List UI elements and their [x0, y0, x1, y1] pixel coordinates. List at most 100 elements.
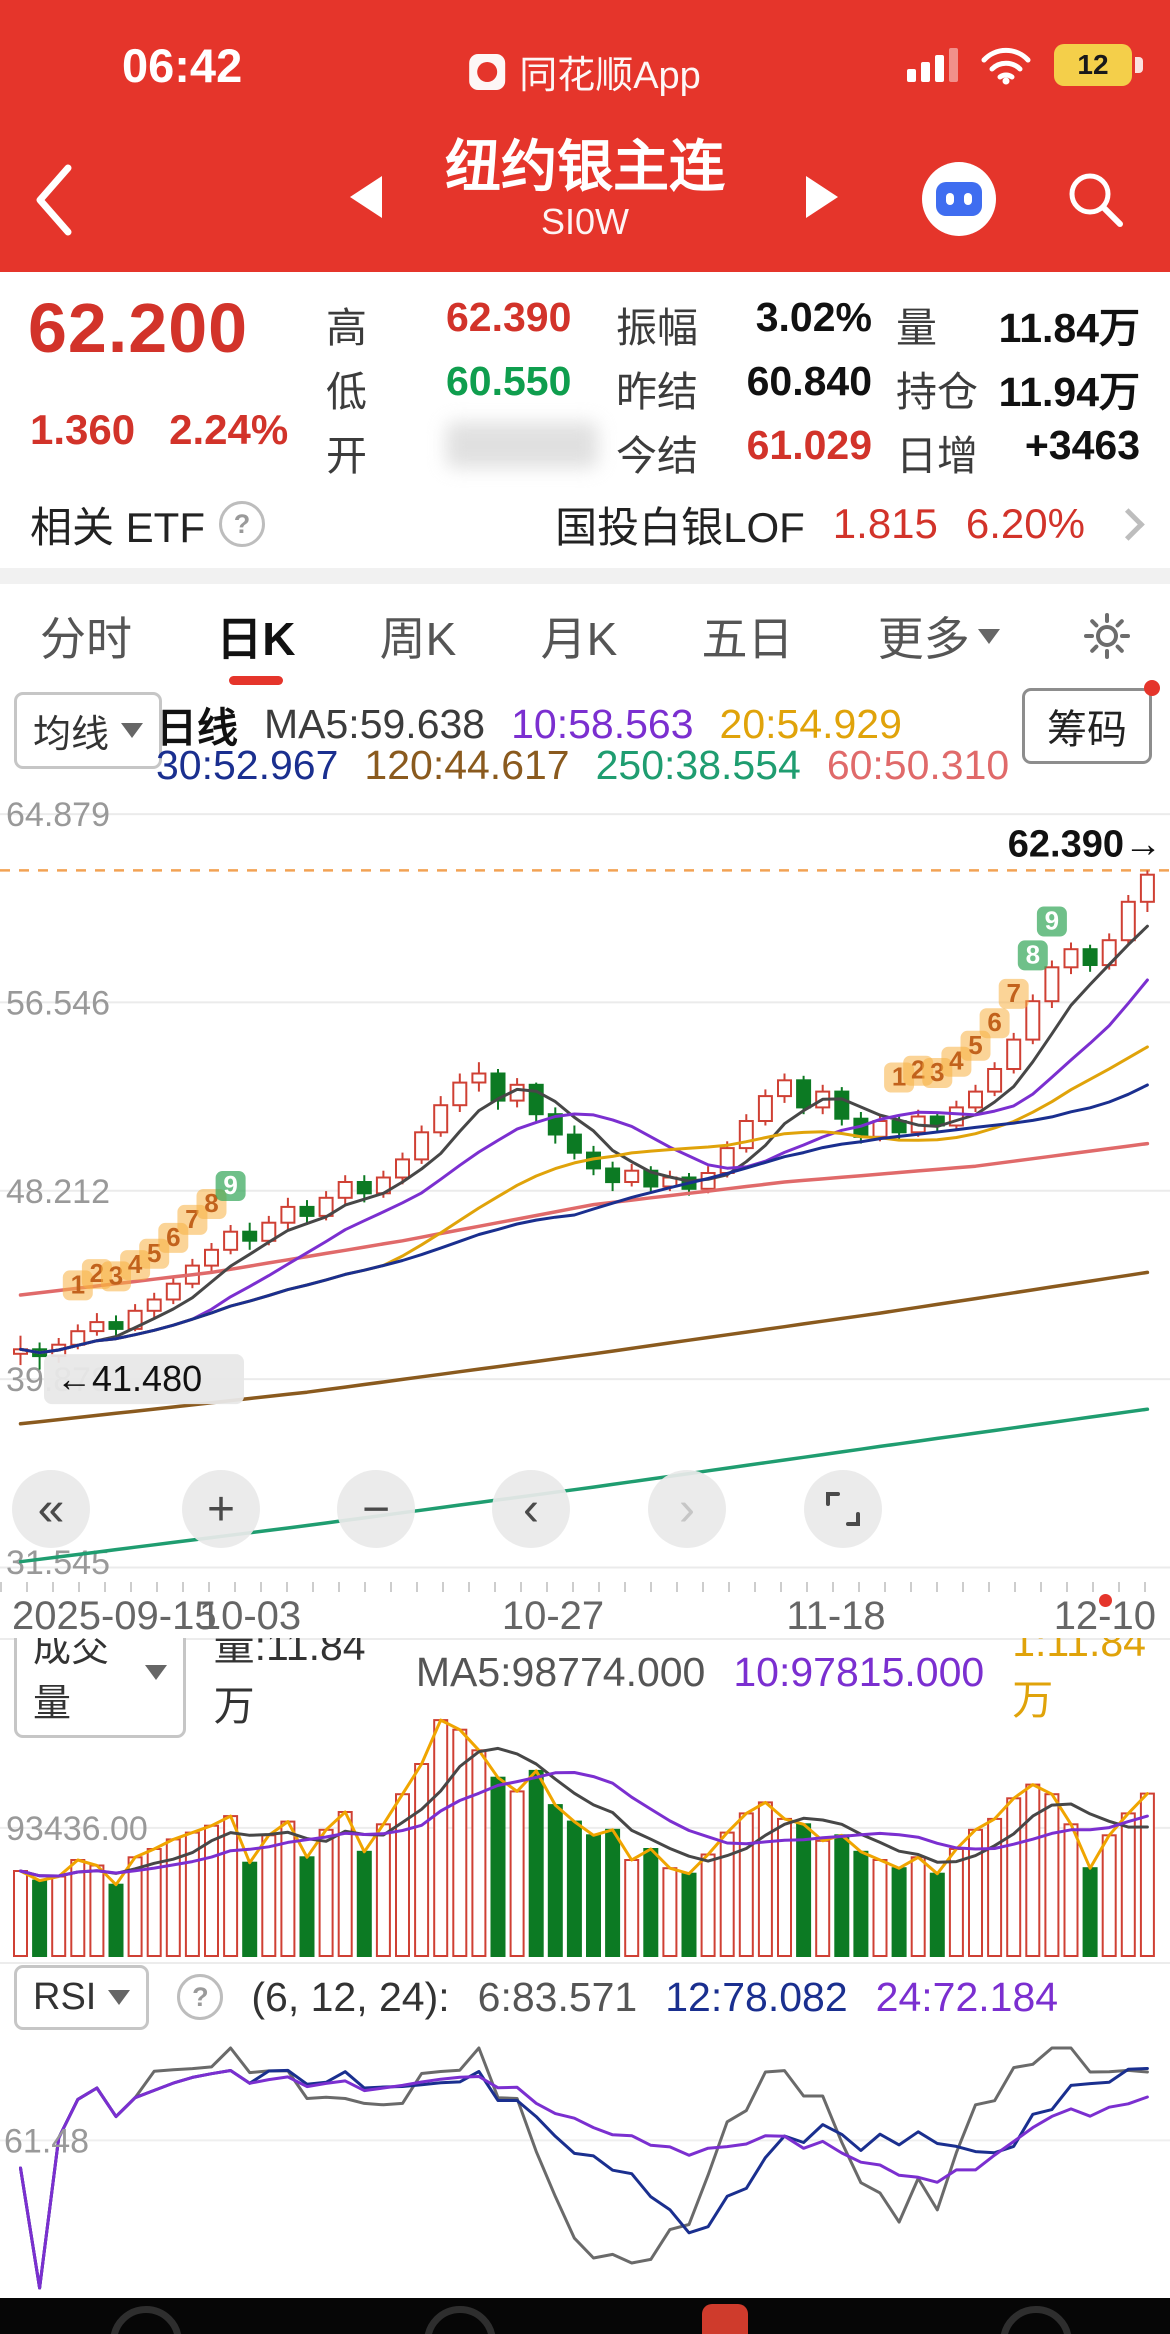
title-block: 纽约银主连 SI0W	[445, 134, 725, 244]
app-indicator[interactable]: 同花顺App	[469, 44, 701, 99]
tab-monthly-k[interactable]: 月K	[540, 613, 618, 665]
next-contract-button[interactable]	[806, 176, 838, 218]
search-icon[interactable]	[1062, 166, 1128, 232]
app-logo-icon	[469, 53, 506, 90]
oi-change-label: 日增	[896, 433, 978, 479]
volume-panel: 成交量 量:11.84万 MA5:98774.000 10:97815.000 …	[0, 1606, 1170, 1962]
svg-text:4: 4	[949, 1046, 964, 1076]
header: 纽约银主连 SI0W	[0, 126, 1170, 272]
svg-text:←41.480: ←41.480	[56, 1358, 202, 1399]
rsi-svg[interactable]: 61.48	[0, 2030, 1170, 2298]
ma20-legend: 20:54.929	[719, 700, 902, 747]
rsi-dropdown-button[interactable]: RSI	[14, 1964, 150, 2030]
svg-text:7: 7	[185, 1204, 199, 1234]
chevron-down-icon	[121, 723, 144, 738]
bottom-app-bar	[0, 2298, 1170, 2334]
svg-text:3: 3	[109, 1260, 123, 1290]
pan-left-button[interactable]: ‹	[492, 1470, 570, 1548]
svg-text:93436.00: 93436.00	[6, 1810, 148, 1848]
etf-price: 1.815	[832, 500, 938, 547]
low-label: 低	[326, 369, 367, 415]
date-tick-3: 11-18	[786, 1594, 886, 1638]
settle-value: 61.029	[746, 422, 872, 468]
svg-text:6: 6	[987, 1007, 1001, 1037]
rsi-params: (6, 12, 24):	[251, 1973, 450, 2020]
svg-text:4: 4	[128, 1249, 143, 1279]
open-label: 开	[326, 433, 367, 479]
svg-text:8: 8	[204, 1188, 218, 1218]
tab-five-day[interactable]: 五日	[701, 613, 794, 665]
related-etf-label: 相关 ETF	[30, 503, 205, 551]
rsi-help-icon[interactable]: ?	[177, 1974, 224, 2020]
ma-legend-line2: 30:52.967 120:44.617 250:38.554 60:50.31…	[156, 742, 1009, 789]
period-label: 日线	[156, 705, 238, 751]
signal-icon	[907, 48, 958, 82]
volume-value: 11.84万	[998, 305, 1140, 351]
quote-panel: 62.200 1.360 2.24% 高 62.390 低 60.550 开 振…	[0, 272, 1170, 480]
assistant-robot-icon[interactable]	[922, 162, 996, 236]
chart-settings-gear-icon[interactable]	[1083, 613, 1130, 659]
svg-text:48.212: 48.212	[6, 1173, 110, 1211]
open-interest-value: 11.94万	[998, 369, 1140, 415]
chevron-down-icon	[108, 1989, 131, 2005]
svg-text:1: 1	[892, 1062, 906, 1092]
svg-text:8: 8	[1026, 939, 1040, 969]
bottom-bar-app-icon[interactable]	[702, 2304, 748, 2334]
zoom-in-button[interactable]: +	[182, 1470, 260, 1548]
back-button[interactable]	[30, 162, 78, 238]
chevron-down-icon	[144, 1664, 167, 1680]
high-label: 高	[326, 305, 367, 351]
status-icons: 12	[907, 44, 1143, 86]
ma60-legend: 60:50.310	[826, 742, 1010, 788]
app-indicator-label: 同花顺App	[519, 55, 701, 97]
prev-contract-button[interactable]	[350, 176, 382, 218]
svg-text:9: 9	[223, 1170, 237, 1200]
low-value: 60.550	[446, 358, 572, 404]
volume-label: 量	[896, 305, 937, 351]
svg-text:5: 5	[968, 1030, 982, 1060]
svg-text:2: 2	[911, 1055, 925, 1085]
volume-ma10: 10:97815.000	[733, 1648, 985, 1695]
fullscreen-button[interactable]	[804, 1470, 882, 1548]
date-tick-2: 10-27	[501, 1594, 605, 1638]
ma-dropdown-button[interactable]: 均线	[14, 692, 163, 769]
kline-chart-area[interactable]: 64.87956.54648.21239.87831.5451234567891…	[0, 782, 1170, 1582]
jump-start-button[interactable]: «	[12, 1470, 90, 1548]
oi-change-value: +3463	[1024, 422, 1140, 468]
tab-time-share[interactable]: 分时	[40, 613, 132, 665]
chevron-right-icon	[1112, 507, 1145, 541]
kline-svg[interactable]: 64.87956.54648.21239.87831.5451234567891…	[0, 782, 1170, 1582]
svg-text:6: 6	[166, 1222, 180, 1252]
high-value: 62.390	[446, 294, 572, 340]
rsi-legend: RSI ? (6, 12, 24): 6:83.571 12:78.082 24…	[0, 1964, 1170, 2030]
pan-right-button[interactable]: ›	[648, 1470, 726, 1548]
open-interest-label: 持仓	[896, 369, 978, 415]
svg-text:3: 3	[930, 1057, 944, 1087]
open-value-blurred	[446, 422, 598, 468]
tab-weekly-k[interactable]: 周K	[379, 613, 457, 665]
tab-more[interactable]: 更多	[878, 603, 1000, 669]
ma-legend-line1: 日线 MA5:59.638 10:58.563 20:54.929	[156, 694, 902, 754]
last-price: 62.200	[28, 289, 249, 367]
notification-dot	[1144, 680, 1160, 696]
fullscreen-icon	[826, 1492, 860, 1526]
svg-text:64.879: 64.879	[6, 796, 110, 834]
axis-ticks	[0, 1582, 1170, 1592]
zoom-out-button[interactable]: −	[337, 1470, 415, 1548]
related-etf-row[interactable]: 相关 ETF ? 国投白银LOF 1.815 6.20%	[0, 480, 1170, 568]
svg-text:7: 7	[1006, 978, 1020, 1008]
help-icon[interactable]: ?	[219, 501, 265, 547]
chip-distribution-button[interactable]: 筹码	[1022, 688, 1152, 764]
latest-session-dot	[1099, 1594, 1112, 1607]
ma10-legend: 10:58.563	[511, 700, 694, 747]
contract-code: SI0W	[540, 201, 629, 242]
change-value: 1.360	[30, 406, 136, 453]
tab-daily-k[interactable]: 日K	[216, 603, 295, 669]
etf-quote[interactable]: 国投白银LOF 1.815 6.20%	[555, 494, 1145, 555]
ma5-legend: MA5:59.638	[264, 700, 486, 747]
page-title: 纽约银主连	[445, 135, 725, 198]
volume-svg[interactable]: 93436.00	[0, 1704, 1170, 1962]
etf-percent: 6.20%	[965, 500, 1085, 547]
prev-settle-value: 60.840	[746, 358, 872, 404]
chevron-down-icon	[977, 628, 1000, 644]
